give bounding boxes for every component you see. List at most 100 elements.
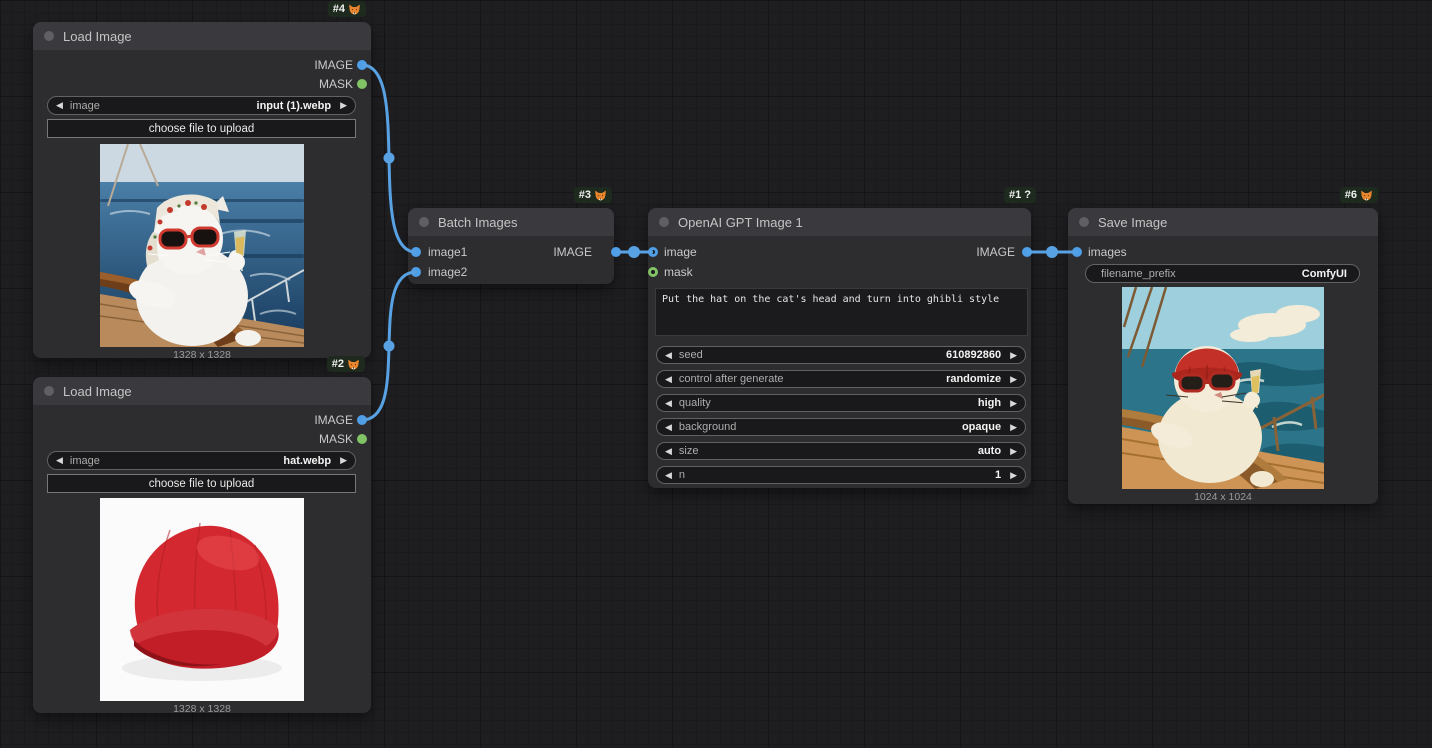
- arrow-left-icon[interactable]: ◀: [56, 455, 63, 465]
- arrow-left-icon[interactable]: ◀: [665, 469, 672, 480]
- filename-prefix-widget[interactable]: filename_prefix ComfyUI: [1085, 264, 1360, 283]
- node-save-image[interactable]: #6 Save Image images filename_prefix Com…: [1068, 187, 1378, 504]
- link-midpoint-dot[interactable]: [383, 340, 395, 352]
- node-load-image-top[interactable]: #4 Load Image IMAGE MASK ◀ image input (…: [33, 1, 371, 361]
- widget-label: quality: [678, 397, 711, 409]
- preview-resolution-caption: 1328 x 1328: [173, 703, 231, 715]
- arrow-left-icon[interactable]: ◀: [665, 349, 672, 360]
- input-port-mask[interactable]: [648, 267, 658, 277]
- node-titlebar[interactable]: OpenAI GPT Image 1: [648, 208, 1031, 236]
- badge-text: #3: [578, 189, 591, 201]
- choose-file-button[interactable]: choose file to upload: [47, 474, 356, 493]
- widget-label: background: [678, 421, 737, 433]
- node-title: OpenAI GPT Image 1: [678, 214, 803, 230]
- arrow-right-icon[interactable]: ▶: [1010, 469, 1017, 480]
- output-label-image: IMAGE: [314, 58, 353, 72]
- node-titlebar[interactable]: Batch Images: [408, 208, 614, 236]
- badge-text: #4: [332, 3, 345, 15]
- output-label-mask: MASK: [318, 432, 353, 446]
- arrow-left-icon[interactable]: ◀: [665, 421, 672, 432]
- input-port-images[interactable]: [1072, 247, 1082, 257]
- node-badge: #1 ?: [1003, 187, 1036, 203]
- arrow-right-icon[interactable]: ▶: [1010, 445, 1017, 456]
- fox-icon: [349, 4, 360, 14]
- fox-icon: [595, 190, 606, 200]
- link-midpoint-dot[interactable]: [383, 152, 395, 164]
- widget-label: image: [69, 454, 100, 467]
- input-label-image2: image2: [428, 265, 468, 279]
- input-label-mask: mask: [664, 265, 693, 279]
- output-port-mask[interactable]: [357, 434, 367, 444]
- output-port-mask[interactable]: [357, 79, 367, 89]
- input-port-image[interactable]: [648, 247, 658, 257]
- input-port-image2[interactable]: [411, 267, 421, 277]
- node-titlebar[interactable]: Load Image: [33, 22, 371, 50]
- choose-file-button[interactable]: choose file to upload: [47, 119, 356, 138]
- arrow-left-icon[interactable]: ◀: [665, 445, 672, 456]
- quality-widget[interactable]: ◀ quality high ▶: [656, 394, 1026, 412]
- preview-image-red-hat: [100, 498, 304, 701]
- widget-label: image: [69, 99, 100, 112]
- arrow-right-icon[interactable]: ▶: [340, 100, 347, 110]
- collapse-dot[interactable]: [44, 31, 54, 41]
- node-title: Batch Images: [438, 214, 518, 230]
- widget-value: auto: [977, 445, 1002, 457]
- arrow-right-icon[interactable]: ▶: [1010, 421, 1017, 432]
- collapse-dot[interactable]: [419, 217, 429, 227]
- node-batch-images[interactable]: #3 Batch Images image1 image2 IMAGE: [408, 187, 621, 284]
- widget-label: size: [678, 445, 699, 457]
- node-badge: #3: [573, 187, 612, 203]
- output-label-image: IMAGE: [553, 245, 592, 259]
- input-label-images: images: [1088, 245, 1127, 259]
- image-combo-widget[interactable]: ◀ image hat.webp ▶: [47, 451, 356, 470]
- preview-image-ghibli-cat: [1122, 287, 1324, 489]
- output-label-mask: MASK: [318, 77, 353, 91]
- badge-text: #1 ?: [1008, 189, 1031, 201]
- seed-widget[interactable]: ◀ seed 610892860 ▶: [656, 346, 1026, 364]
- widget-value: opaque: [961, 421, 1002, 433]
- node-titlebar[interactable]: Save Image: [1068, 208, 1378, 236]
- image-combo-widget[interactable]: ◀ image input (1).webp ▶: [47, 96, 356, 115]
- prompt-textarea[interactable]: Put the hat on the cat's head and turn i…: [655, 288, 1028, 336]
- widget-label: seed: [678, 349, 703, 361]
- background-widget[interactable]: ◀ background opaque ▶: [656, 418, 1026, 436]
- widget-label: control after generate: [678, 373, 784, 385]
- widget-value: randomize: [946, 373, 1002, 385]
- output-port-image[interactable]: [357, 415, 367, 425]
- collapse-dot[interactable]: [659, 217, 669, 227]
- arrow-right-icon[interactable]: ▶: [1010, 349, 1017, 360]
- node-title: Load Image: [63, 383, 132, 399]
- arrow-left-icon[interactable]: ◀: [665, 397, 672, 408]
- collapse-dot[interactable]: [44, 386, 54, 396]
- input-label-image1: image1: [428, 245, 468, 259]
- fox-icon: [348, 359, 359, 369]
- arrow-right-icon[interactable]: ▶: [1010, 397, 1017, 408]
- node-openai-gpt-image-1[interactable]: #1 ? OpenAI GPT Image 1 image mask IMAGE…: [648, 187, 1036, 488]
- arrow-right-icon[interactable]: ▶: [1010, 373, 1017, 384]
- preview-resolution-caption: 1024 x 1024: [1194, 491, 1252, 503]
- link-midpoint-dot[interactable]: [1046, 246, 1058, 258]
- control-after-generate-widget[interactable]: ◀ control after generate randomize ▶: [656, 370, 1026, 388]
- arrow-right-icon[interactable]: ▶: [340, 455, 347, 465]
- output-port-image[interactable]: [1022, 247, 1032, 257]
- widget-value: 610892860: [946, 349, 1002, 361]
- widget-label: filename_prefix: [1101, 267, 1176, 280]
- collapse-dot[interactable]: [1079, 217, 1089, 227]
- link-midpoint-dot[interactable]: [628, 246, 640, 258]
- output-label-image: IMAGE: [314, 413, 353, 427]
- node-titlebar[interactable]: Load Image: [33, 377, 371, 405]
- node-title: Save Image: [1098, 214, 1168, 230]
- widget-value: ComfyUI: [1301, 267, 1347, 280]
- output-port-image[interactable]: [357, 60, 367, 70]
- arrow-left-icon[interactable]: ◀: [56, 100, 63, 110]
- output-port-image[interactable]: [611, 247, 621, 257]
- widget-label: n: [678, 469, 686, 481]
- input-port-image1[interactable]: [411, 247, 421, 257]
- widget-value: hat.webp: [283, 454, 332, 467]
- node-title: Load Image: [63, 28, 132, 44]
- size-widget[interactable]: ◀ size auto ▶: [656, 442, 1026, 460]
- node-load-image-bottom[interactable]: #2 Load Image IMAGE MASK ◀ image hat.web…: [33, 356, 371, 715]
- arrow-left-icon[interactable]: ◀: [665, 373, 672, 384]
- n-widget[interactable]: ◀ n 1 ▶: [656, 466, 1026, 484]
